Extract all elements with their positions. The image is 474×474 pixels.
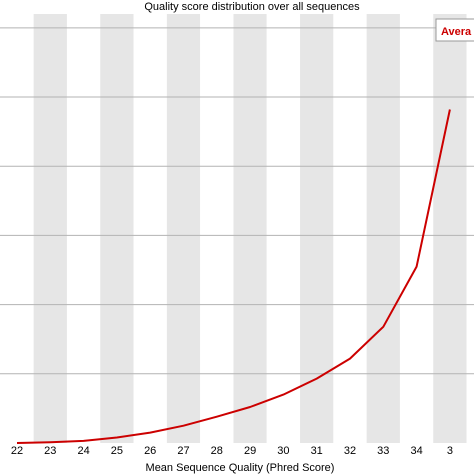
x-tick-label: 29 bbox=[244, 445, 256, 457]
x-tick-label: 28 bbox=[211, 445, 223, 457]
band-33 bbox=[366, 14, 400, 443]
series-layer bbox=[16, 109, 451, 444]
band-22 bbox=[0, 14, 34, 443]
band-35 bbox=[433, 14, 467, 443]
legend-box bbox=[435, 18, 474, 42]
band-24 bbox=[66, 14, 101, 443]
band-28 bbox=[200, 14, 234, 443]
band-30 bbox=[266, 14, 301, 443]
band-25 bbox=[100, 14, 134, 443]
x-tick-label: 30 bbox=[277, 445, 289, 457]
horizontal-gridlines bbox=[0, 27, 474, 375]
chart-title: Quality score distribution over all sequ… bbox=[144, 1, 360, 13]
x-tick-label: 33 bbox=[377, 445, 389, 457]
x-tick-label: 24 bbox=[77, 445, 89, 457]
x-tick-label: 23 bbox=[44, 445, 56, 457]
band-23 bbox=[33, 14, 67, 443]
x-tick-label: 31 bbox=[311, 445, 323, 457]
band-27 bbox=[166, 14, 201, 443]
band-34 bbox=[399, 14, 434, 443]
background-bands bbox=[0, 14, 467, 443]
x-tick-label: 22 bbox=[11, 445, 23, 457]
band-26 bbox=[133, 14, 167, 443]
x-axis-ticks: 22 23 24 25 26 27 28 29 30 31 32 33 34 3 bbox=[11, 445, 453, 457]
series-line-0 bbox=[16, 109, 451, 444]
x-tick-label: 34 bbox=[410, 445, 422, 457]
x-tick-label: 25 bbox=[111, 445, 123, 457]
x-tick-label: 26 bbox=[144, 445, 156, 457]
band-29 bbox=[233, 14, 267, 443]
x-axis-label: Mean Sequence Quality (Phred Score) bbox=[146, 462, 335, 474]
x-tick-label: 32 bbox=[344, 445, 356, 457]
band-32 bbox=[333, 14, 367, 443]
x-tick-label: 27 bbox=[177, 445, 189, 457]
legend: Avera bbox=[435, 18, 474, 42]
legend-entry-label: Avera bbox=[441, 26, 472, 38]
x-tick-label: 3 bbox=[447, 445, 453, 457]
